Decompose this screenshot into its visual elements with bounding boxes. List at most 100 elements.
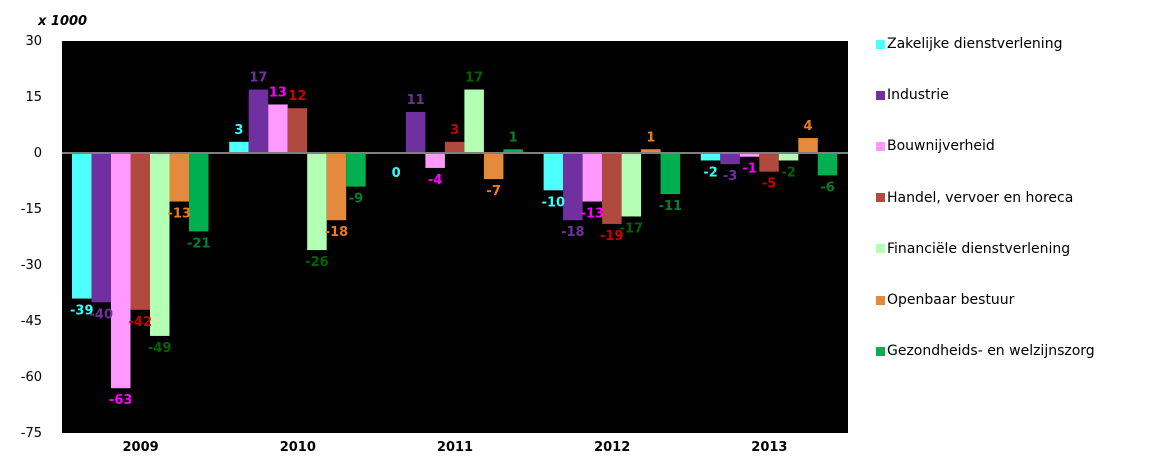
bar [444, 141, 465, 153]
legend-item: Handel, vervoer en horeca [876, 188, 1073, 208]
data-label: -11 [659, 199, 683, 214]
x-category-label: 2009 [123, 440, 159, 455]
y-tick-label: 30 [25, 34, 42, 49]
y-axis-ticks: 30 15 0 -15 -30 -45 -60 -75 [21, 34, 42, 441]
data-label: -2 [781, 165, 795, 180]
bar [778, 153, 799, 161]
data-label: -5 [762, 177, 776, 192]
data-label: 4 [804, 119, 813, 134]
bar [287, 108, 308, 153]
bar [641, 149, 661, 153]
data-label: -18 [325, 225, 349, 240]
legend-swatch [876, 244, 885, 254]
bar [248, 89, 269, 153]
data-label: -21 [187, 236, 211, 251]
bar [425, 153, 445, 168]
data-label: -7 [486, 184, 500, 199]
bar [602, 153, 622, 224]
legend-item: Bouwnijverheid [876, 136, 995, 156]
y-tick-label: -75 [21, 426, 42, 441]
legend-swatch [876, 141, 885, 151]
data-label: 3 [450, 123, 459, 138]
unit-label: x 1000 [37, 14, 87, 29]
legend-swatch [876, 193, 885, 203]
legend-swatch [876, 39, 885, 49]
bar [111, 153, 131, 389]
legend-label: Financiële dienstverlening [887, 240, 1071, 257]
bar [817, 153, 838, 176]
data-label: 13 [269, 85, 287, 100]
bar [582, 153, 603, 202]
legend-label: Openbaar bestuur [887, 292, 1015, 308]
bar [660, 153, 681, 195]
bar [91, 153, 111, 303]
bar [150, 153, 170, 336]
data-label: -9 [349, 192, 363, 207]
legend-label: Industrie [887, 87, 949, 104]
chart: -3930-10-2-401711-18-3-6313-4-13-1-42123… [21, 14, 848, 455]
data-label: -6 [820, 180, 834, 195]
y-tick-label: -45 [21, 314, 42, 329]
bar [346, 153, 366, 187]
bar [169, 153, 189, 202]
data-label: 0 [392, 166, 401, 181]
legend-item: Industrie [876, 85, 949, 105]
bar [700, 153, 721, 161]
y-tick-label: 0 [34, 146, 42, 161]
data-label: -18 [561, 225, 585, 240]
data-label: -17 [620, 221, 644, 236]
data-label: 17 [465, 71, 483, 86]
data-label: -42 [129, 315, 153, 330]
bar [464, 89, 484, 153]
x-category-label: 2010 [280, 440, 316, 455]
legend-item: Financiële dienstverlening [876, 239, 1070, 259]
data-label: 1 [646, 130, 655, 145]
bar [307, 153, 327, 251]
data-label: -49 [148, 341, 172, 356]
x-category-label: 2013 [751, 440, 787, 455]
data-label: -63 [109, 393, 133, 408]
bar [483, 153, 504, 180]
data-label: -10 [542, 195, 566, 210]
data-label: 17 [249, 71, 267, 86]
bar [739, 153, 760, 157]
bar [229, 141, 249, 153]
y-tick-label: -60 [21, 370, 42, 385]
bar [621, 153, 642, 217]
bar [798, 138, 818, 153]
data-label: -19 [600, 229, 624, 244]
data-label: -26 [305, 255, 329, 270]
data-label: -40 [90, 307, 114, 322]
legend-swatch [876, 346, 885, 356]
x-axis-categories: 2009 2010 2011 2012 2013 [123, 440, 788, 455]
legend-item: Zakelijke dienstverlening [876, 34, 1062, 54]
data-label: 12 [288, 89, 306, 104]
legend-item: Openbaar bestuur [876, 290, 1014, 310]
plot-area [62, 41, 848, 433]
legend-swatch [876, 295, 885, 305]
data-label: -13 [581, 207, 605, 222]
bar [503, 149, 523, 153]
legend-label: Gezondheids- en welzijnszorg [887, 343, 1095, 360]
bar [130, 153, 150, 310]
legend-swatch [876, 90, 885, 100]
data-label: -13 [168, 207, 192, 222]
data-label: 1 [509, 130, 518, 145]
bar [563, 153, 583, 221]
x-category-label: 2011 [437, 440, 473, 455]
data-label: 3 [234, 123, 243, 138]
y-tick-label: -15 [21, 202, 42, 217]
bar [326, 153, 347, 221]
data-label: -4 [428, 173, 442, 188]
y-tick-label: -30 [21, 258, 42, 273]
bar [189, 153, 209, 232]
data-label: -39 [70, 304, 94, 319]
data-label: -1 [742, 162, 756, 177]
legend-label: Zakelijke dienstverlening [887, 36, 1063, 52]
bar [72, 153, 92, 299]
data-labels-layer: -3930-10-2-401711-18-3-6313-4-13-1-42123… [70, 71, 835, 409]
bar [405, 111, 426, 153]
bar [543, 153, 564, 191]
bar [759, 153, 779, 172]
data-label: -2 [703, 165, 717, 180]
